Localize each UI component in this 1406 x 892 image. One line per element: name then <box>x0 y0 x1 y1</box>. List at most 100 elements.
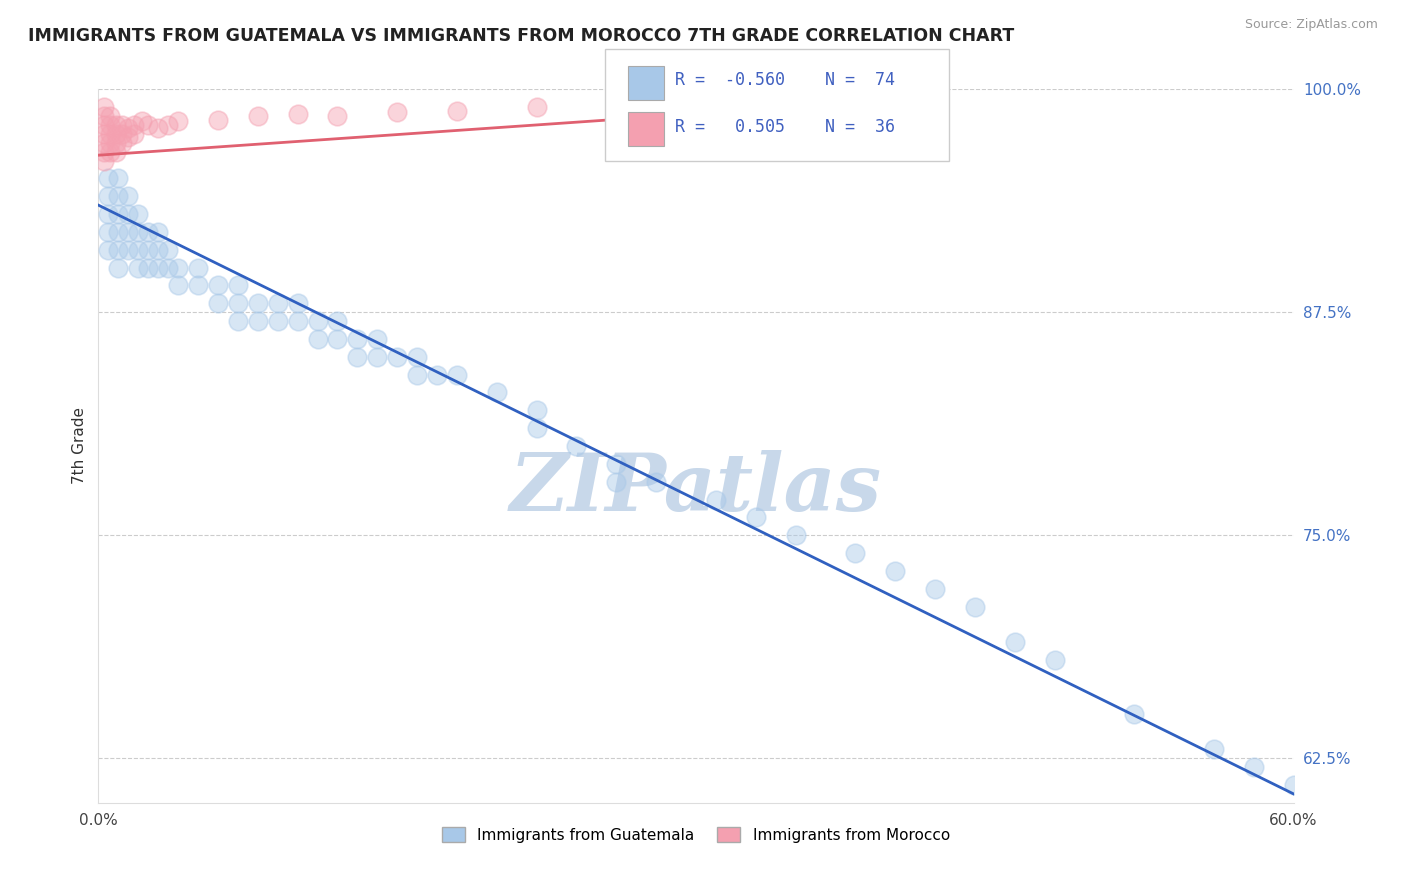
Point <box>605 457 627 471</box>
Text: IMMIGRANTS FROM GUATEMALA VS IMMIGRANTS FROM MOROCCO 7TH GRADE CORRELATION CHART: IMMIGRANTS FROM GUATEMALA VS IMMIGRANTS … <box>28 27 1014 45</box>
Point <box>704 492 727 507</box>
Point <box>226 314 249 328</box>
Point <box>287 314 309 328</box>
Point <box>346 350 368 364</box>
Point <box>136 243 159 257</box>
Point <box>97 225 120 239</box>
Point <box>307 314 329 328</box>
Point <box>105 136 128 150</box>
Point <box>117 130 139 145</box>
Point <box>565 439 588 453</box>
Point <box>307 332 329 346</box>
Point <box>426 368 449 382</box>
Point <box>148 225 170 239</box>
Point <box>485 385 508 400</box>
Point <box>446 368 468 382</box>
Point <box>326 332 349 346</box>
Point <box>167 114 190 128</box>
Point <box>107 189 129 203</box>
Point <box>157 243 180 257</box>
Text: R =   0.505    N =  36: R = 0.505 N = 36 <box>675 119 894 136</box>
Point <box>207 278 229 293</box>
Point <box>105 145 128 159</box>
Point <box>207 296 229 310</box>
Point <box>1243 760 1265 774</box>
Point <box>93 100 115 114</box>
Point <box>326 109 349 123</box>
Point <box>366 350 388 364</box>
Point <box>1043 653 1066 667</box>
Legend: Immigrants from Guatemala, Immigrants from Morocco: Immigrants from Guatemala, Immigrants fr… <box>436 821 956 848</box>
Point <box>157 118 180 132</box>
Point <box>148 243 170 257</box>
Point <box>107 260 129 275</box>
Point <box>98 109 122 123</box>
Text: Source: ZipAtlas.com: Source: ZipAtlas.com <box>1244 18 1378 31</box>
Point <box>963 599 986 614</box>
Point <box>385 105 409 120</box>
Point <box>226 296 249 310</box>
Point <box>1123 706 1146 721</box>
Point <box>1282 778 1305 792</box>
Point <box>127 225 149 239</box>
Point <box>1004 635 1026 649</box>
Point <box>406 368 429 382</box>
Point <box>117 189 139 203</box>
Point <box>785 528 807 542</box>
Point <box>226 278 249 293</box>
Point <box>93 127 115 141</box>
Point <box>98 118 122 132</box>
Point <box>267 314 290 328</box>
Point <box>93 109 115 123</box>
Point <box>117 225 139 239</box>
Point <box>107 207 129 221</box>
Point <box>97 207 120 221</box>
Point <box>406 350 429 364</box>
Point <box>97 243 120 257</box>
Text: ZIPatlas: ZIPatlas <box>510 450 882 527</box>
Point <box>605 475 627 489</box>
Point <box>207 112 229 127</box>
Point <box>645 475 668 489</box>
Point <box>187 260 209 275</box>
Point <box>111 118 134 132</box>
Point <box>526 421 548 435</box>
Point <box>446 103 468 118</box>
Point <box>326 314 349 328</box>
Point <box>117 243 139 257</box>
Point <box>111 127 134 141</box>
Point <box>131 114 153 128</box>
Point <box>267 296 290 310</box>
Point <box>148 121 170 136</box>
Point <box>157 260 180 275</box>
Point <box>93 118 115 132</box>
Point <box>745 510 768 524</box>
Point <box>124 118 146 132</box>
Point <box>93 153 115 168</box>
Point <box>98 127 122 141</box>
Point <box>105 118 128 132</box>
Point <box>107 243 129 257</box>
Point <box>385 350 409 364</box>
Point <box>97 189 120 203</box>
Point <box>117 207 139 221</box>
Y-axis label: 7th Grade: 7th Grade <box>72 408 87 484</box>
Point <box>924 582 946 596</box>
Point <box>111 136 134 150</box>
Point <box>93 136 115 150</box>
Point <box>127 260 149 275</box>
Point <box>148 260 170 275</box>
Point <box>98 145 122 159</box>
Point <box>246 296 269 310</box>
Point <box>526 403 548 417</box>
Point <box>136 225 159 239</box>
Text: R =  -0.560    N =  74: R = -0.560 N = 74 <box>675 71 894 89</box>
Point <box>346 332 368 346</box>
Point <box>187 278 209 293</box>
Point <box>98 136 122 150</box>
Point <box>287 107 309 121</box>
Point <box>1202 742 1225 756</box>
Point <box>127 243 149 257</box>
Point <box>107 171 129 186</box>
Point <box>366 332 388 346</box>
